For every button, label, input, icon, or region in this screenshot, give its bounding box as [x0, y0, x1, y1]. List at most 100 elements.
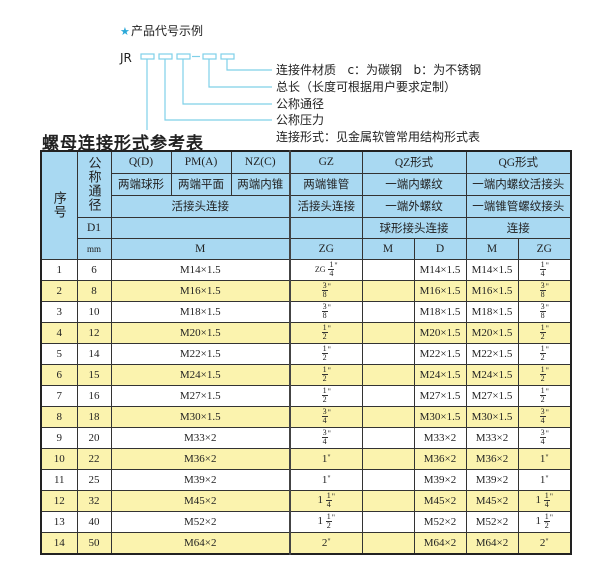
zg-numerator: 1	[321, 323, 328, 333]
thread-m: M24×1.5	[110, 363, 291, 386]
zg-whole: 2	[539, 536, 546, 549]
row-number: 12	[40, 489, 78, 512]
header-qz-desc: 一端内螺纹	[361, 172, 467, 196]
qz-m	[361, 321, 415, 344]
zg-cell: 1 2 "	[289, 321, 363, 344]
star-icon: ★	[120, 25, 130, 38]
inch-mark: "	[327, 387, 331, 396]
qz-d: M64×2	[413, 531, 467, 554]
inch-mark: "	[331, 513, 335, 522]
table-row: 11 25 M39×2 1" M39×2 M39×2 1"	[40, 468, 572, 491]
nominal-diameter: 14	[76, 342, 112, 365]
zg-cell: 2"	[289, 531, 363, 554]
row-number: 14	[40, 531, 78, 554]
callout-line	[146, 59, 148, 130]
thread-m: M22×1.5	[110, 342, 291, 365]
zg-numerator: 3	[321, 281, 328, 291]
header-qz-m: M	[361, 237, 415, 260]
inch-mark: "	[327, 536, 331, 546]
inch-mark: "	[327, 345, 331, 354]
inch-mark: "	[545, 303, 549, 312]
qz-d: M24×1.5	[413, 363, 467, 386]
zg-denominator: 8	[322, 311, 327, 320]
header-qg-connect: 连接	[465, 216, 572, 239]
zg-cell: 1"	[517, 468, 572, 491]
row-number: 13	[40, 510, 78, 533]
row-number: 9	[40, 426, 78, 449]
zg-cell: 1 2 "	[517, 342, 572, 365]
zg-cell: 1 2 "	[289, 342, 363, 365]
header-qg-zg: ZG	[517, 237, 572, 260]
header-gz: GZ	[289, 150, 363, 174]
inch-mark: "	[327, 429, 331, 438]
qz-m	[361, 447, 415, 470]
qg-m: M39×2	[465, 468, 519, 491]
inch-mark: "	[545, 387, 549, 396]
zg-denominator: 2	[540, 395, 545, 404]
nominal-diameter: 15	[76, 363, 112, 386]
table-row: 4 12 M20×1.5 1 2 " M20×1.5 M20×1.5 1 2 "	[40, 321, 572, 344]
inch-mark: "	[334, 261, 338, 270]
nominal-diameter: 12	[76, 321, 112, 344]
nominal-diameter: 16	[76, 384, 112, 407]
zg-numerator: 3	[539, 428, 546, 438]
thread-m: M36×2	[110, 447, 291, 470]
zg-denominator: 4	[544, 500, 549, 509]
zg-denominator: 2	[322, 374, 327, 383]
table-row: 14 50 M64×2 2" M64×2 M64×2 2"	[40, 531, 572, 554]
header-pm-desc: 两端平面	[170, 172, 232, 196]
thread-m: M33×2	[110, 426, 291, 449]
row-number: 7	[40, 384, 78, 407]
nominal-diameter: 10	[76, 300, 112, 323]
qg-m: M16×1.5	[465, 279, 519, 302]
header-zg: ZG	[289, 237, 363, 260]
thread-m: M64×2	[110, 531, 291, 554]
thread-m: M18×1.5	[110, 300, 291, 323]
nominal-diameter: 6	[76, 258, 112, 281]
callout-line	[182, 59, 272, 105]
header-qg-taper: 一端锥管螺纹接头	[465, 194, 572, 218]
zg-numerator: 1	[325, 512, 332, 522]
zg-numerator: 3	[539, 302, 546, 312]
diagram-last-label: 连接形式：见金属软管常用结构形式表	[276, 130, 480, 144]
zg-cell: 3 4 "	[517, 426, 572, 449]
zg-numerator: 1	[539, 323, 546, 333]
qz-d: M14×1.5	[413, 258, 467, 281]
zg-whole: 1	[321, 473, 328, 486]
zg-cell: 1"	[289, 447, 363, 470]
inch-mark: "	[545, 324, 549, 333]
inch-mark: "	[327, 408, 331, 417]
nominal-diameter: 40	[76, 510, 112, 533]
zg-cell: 1 2 "	[517, 321, 572, 344]
inch-mark: "	[327, 303, 331, 312]
code-prefix: JR	[119, 51, 132, 65]
inch-mark: "	[545, 261, 549, 270]
inch-mark: "	[545, 408, 549, 417]
header-qz-external: 一端外螺纹	[361, 194, 467, 218]
header-m: M	[110, 237, 291, 260]
zg-numerator: 1	[543, 512, 550, 522]
table-row: 7 16 M27×1.5 1 2 " M27×1.5 M27×1.5 1 2 "	[40, 384, 572, 407]
nut-connection-table: 序号 公称通径 Q(D) PM(A) NZ(C) GZ QZ形式 QG形式 两端…	[40, 150, 572, 555]
thread-m: M20×1.5	[110, 321, 291, 344]
qz-d: M52×2	[413, 510, 467, 533]
label-pressure: 公称压力	[276, 113, 324, 127]
zg-whole: 1	[317, 515, 323, 528]
zg-whole: 1	[317, 494, 323, 507]
qz-d: M16×1.5	[413, 279, 467, 302]
thread-m: M14×1.5	[110, 258, 291, 281]
label-connection: 连接形式：见金属软管常用结构形式表	[276, 130, 480, 144]
qz-d: M36×2	[413, 447, 467, 470]
table-body: 1 6 M14×1.5 ZG 1 4 " M14×1.5 M14×1.5 1 4 " 2 8 M16×1.…	[40, 258, 572, 554]
zg-cell: 1 1 4 "	[517, 489, 572, 512]
table-row: 12 32 M45×2 1 1 4 " M45×2 M45×2 1 1 4 "	[40, 489, 572, 512]
nominal-diameter: 18	[76, 405, 112, 428]
zg-denominator: 2	[540, 374, 545, 383]
qz-m	[361, 363, 415, 386]
header-qz-d: D	[413, 237, 467, 260]
